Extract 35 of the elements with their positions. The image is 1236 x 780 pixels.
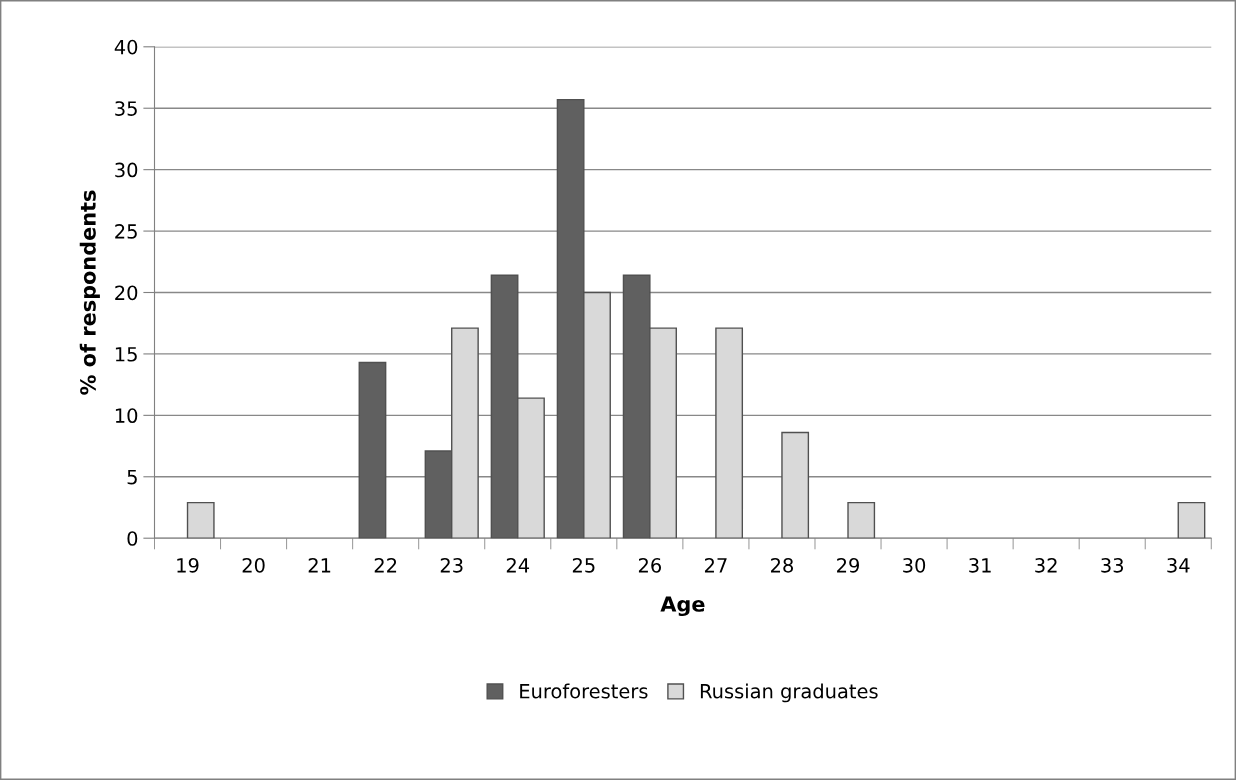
y-tick-label: 25 [115, 224, 137, 239]
bar [715, 327, 744, 539]
bar [781, 431, 810, 539]
x-tick-label: 31 [969, 557, 991, 573]
x-axis-title: Age [660, 596, 705, 617]
x-tick-label: 20 [242, 557, 265, 573]
x-tick-label: 33 [1101, 557, 1124, 573]
legend-label: Euroforesters [520, 683, 648, 699]
x-tick-label: 32 [1035, 557, 1057, 573]
x-tick-label: 24 [506, 557, 530, 573]
bar [358, 361, 387, 539]
x-tick-label: 25 [572, 557, 595, 573]
y-tick-label: 30 [115, 162, 138, 178]
y-axis-title: % of respondents [79, 190, 100, 395]
x-tick-label: 23 [440, 557, 463, 573]
bar [1177, 501, 1206, 539]
x-tick-label: 22 [374, 557, 397, 573]
bar [186, 501, 215, 539]
y-tick-label: 15 [115, 347, 137, 362]
y-tick-label: 0 [127, 531, 138, 546]
x-tick-label: 28 [771, 557, 793, 573]
x-tick-label: 34 [1167, 557, 1190, 573]
x-tick-label: 27 [704, 557, 727, 573]
x-tick-label: 26 [638, 557, 662, 573]
y-tick-label: 5 [127, 469, 137, 485]
y-tick-label: 10 [115, 408, 138, 424]
x-tick-label: 19 [177, 557, 199, 573]
legend-label: Russian graduates [700, 683, 878, 703]
x-tick-label: 30 [903, 557, 926, 573]
x-tick-label: 21 [308, 557, 331, 573]
y-tick-label: 35 [115, 101, 137, 116]
y-tick-label: 20 [115, 285, 138, 301]
x-tick-label: 29 [837, 557, 860, 573]
bar [847, 501, 876, 539]
y-tick-label: 40 [114, 39, 138, 55]
